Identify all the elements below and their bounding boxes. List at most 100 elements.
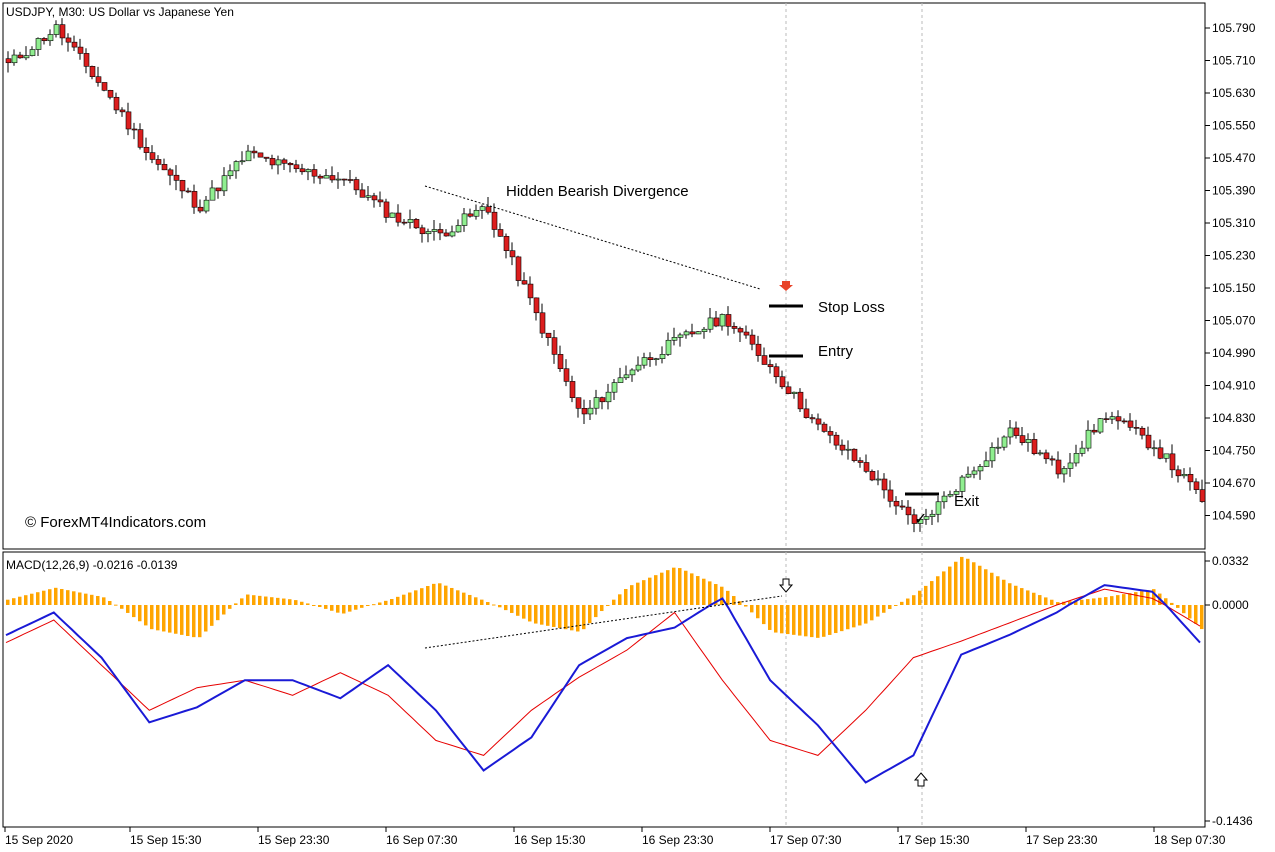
histogram-bar (276, 597, 280, 605)
candle-body (341, 178, 348, 181)
candle-body (1169, 453, 1176, 471)
histogram-bar (1062, 601, 1066, 605)
histogram-bar (1044, 597, 1048, 605)
histogram-bar (708, 581, 712, 605)
histogram-bar (414, 590, 418, 605)
histogram-bar (864, 605, 868, 624)
candle-body (1079, 447, 1086, 454)
histogram-bar (570, 605, 574, 631)
macd-tick-label: -0.1436 (1212, 814, 1253, 828)
candle-body (869, 471, 876, 481)
candle-body (965, 473, 972, 478)
histogram-bar (1080, 599, 1084, 605)
histogram-bar (90, 594, 94, 605)
candle-body (131, 128, 138, 131)
candle-body (641, 357, 648, 366)
histogram-bar (186, 605, 190, 637)
candle-body (1007, 427, 1014, 438)
histogram-bar (168, 605, 172, 633)
candle-body (197, 206, 204, 212)
histogram-bar (6, 599, 10, 605)
histogram-bar (462, 592, 466, 605)
candle-body (659, 354, 666, 359)
histogram-bar (30, 593, 34, 605)
candle-body (11, 54, 18, 64)
histogram-bar (378, 602, 382, 605)
candle-body (323, 175, 330, 179)
histogram-bar (1176, 605, 1180, 608)
histogram-bar (948, 566, 952, 605)
histogram-bar (798, 605, 802, 636)
candle-body (569, 381, 576, 398)
down-arrow-icon (778, 578, 794, 593)
candle-body (401, 221, 408, 224)
histogram-bar (288, 599, 292, 605)
histogram-bar (996, 576, 1000, 605)
histogram-bar (192, 605, 196, 638)
sell-arrow-icon (779, 281, 793, 291)
candle-body (311, 169, 318, 177)
histogram-bar (270, 597, 274, 605)
histogram-bar (1116, 595, 1120, 605)
histogram-bar (282, 598, 286, 605)
candle-body (773, 366, 780, 378)
histogram-bar (240, 598, 244, 605)
candle-body (779, 376, 786, 388)
histogram-bar (606, 604, 610, 606)
price-tick-label: 105.230 (1212, 249, 1256, 263)
histogram-bar (738, 601, 742, 605)
histogram-bar (642, 580, 646, 605)
time-tick-label: 16 Sep 23:30 (642, 833, 714, 847)
candle-body (821, 423, 828, 432)
candle-body (1157, 447, 1164, 459)
histogram-bar (144, 605, 148, 626)
histogram-bar (150, 605, 154, 630)
candlestick-series[interactable] (5, 18, 1206, 533)
price-tick-label: 105.310 (1212, 216, 1256, 230)
candle-body (683, 331, 690, 336)
histogram-bar (792, 605, 796, 635)
candle-body (1175, 469, 1182, 477)
histogram-bar (618, 594, 622, 605)
histogram-bar (246, 594, 250, 605)
candle-body (1139, 427, 1146, 436)
histogram-bar (558, 605, 562, 629)
histogram-bar (1182, 605, 1186, 614)
candle-body (179, 180, 186, 192)
candle-body (575, 397, 582, 409)
price-tick-label: 104.670 (1212, 476, 1256, 490)
histogram-bar (888, 605, 892, 609)
candle-body (1049, 458, 1056, 461)
histogram-bar (12, 598, 16, 605)
histogram-bar (1086, 599, 1090, 605)
candle-body (1199, 489, 1206, 502)
histogram-bar (54, 587, 58, 605)
candle-body (161, 164, 168, 171)
histogram-bar (984, 569, 988, 605)
exit-label: Exit (954, 493, 980, 510)
candle-body (251, 150, 258, 154)
candle-body (95, 76, 102, 83)
histogram-bar (990, 572, 994, 605)
histogram-bar (660, 572, 664, 605)
candle-body (203, 199, 210, 212)
price-tick-label: 104.910 (1212, 379, 1256, 393)
candle-body (293, 164, 300, 170)
histogram-bar (120, 605, 124, 609)
histogram-bar (96, 595, 100, 605)
price-tick-label: 105.390 (1212, 184, 1256, 198)
macd-histogram (6, 556, 1204, 638)
candle-body (1091, 429, 1098, 433)
histogram-bar (156, 605, 160, 631)
histogram-bar (264, 596, 268, 605)
histogram-bar (918, 590, 922, 605)
price-tick-label: 105.550 (1212, 119, 1256, 133)
candle-body (479, 206, 486, 211)
histogram-bar (252, 595, 256, 605)
candle-body (785, 386, 792, 394)
histogram-bar (330, 605, 334, 611)
histogram-bar (534, 605, 538, 624)
histogram-bar (408, 592, 412, 605)
histogram-bar (930, 581, 934, 605)
